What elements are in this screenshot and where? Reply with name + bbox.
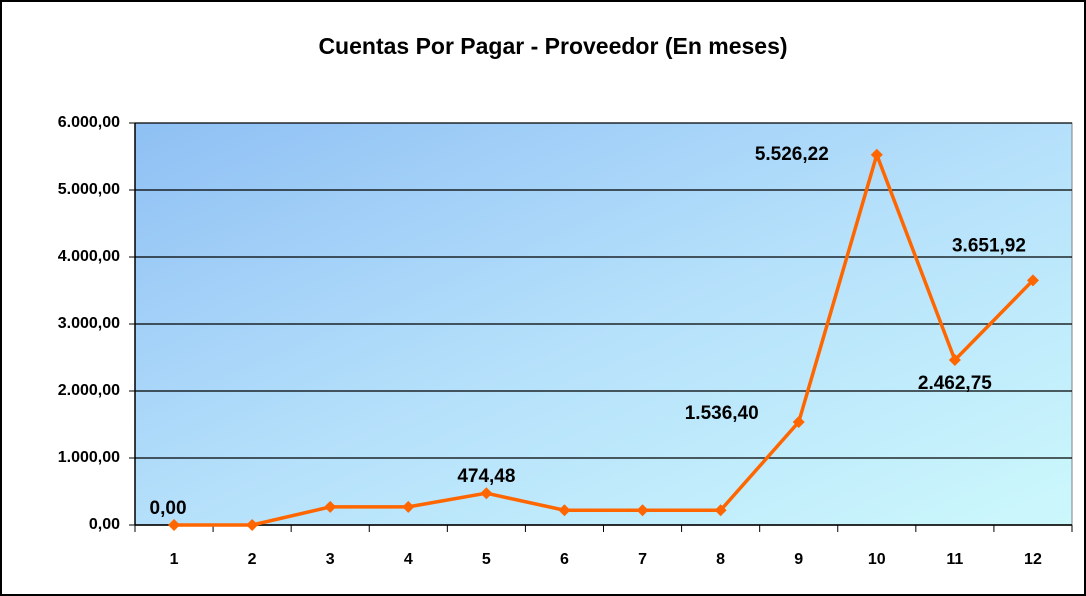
y-tick-label: 0,00	[89, 516, 120, 533]
marker	[246, 519, 259, 531]
x-tick-label: 5	[482, 551, 491, 568]
y-tick-label: 6.000,00	[58, 114, 120, 131]
y-tick-label: 3.000,00	[58, 315, 120, 332]
y-tick-label: 5.000,00	[58, 181, 120, 198]
marker	[402, 500, 415, 513]
x-tick-label: 3	[326, 551, 335, 568]
data-label: 1.536,40	[685, 403, 759, 424]
y-tick-label: 4.000,00	[58, 248, 120, 265]
chart-title: Cuentas Por Pagar - Proveedor (En meses)	[318, 33, 787, 59]
marker	[168, 519, 181, 531]
data-label: 0,00	[150, 498, 187, 519]
x-tick-label: 9	[794, 551, 803, 568]
marker	[558, 504, 571, 517]
marker	[792, 416, 805, 429]
x-tick-label: 6	[560, 551, 569, 568]
data-label: 2.462,75	[918, 373, 992, 394]
x-tick-label: 1	[170, 551, 179, 568]
y-tick-label: 1.000,00	[58, 449, 120, 466]
marker	[324, 500, 337, 513]
x-tick-label: 2	[248, 551, 257, 568]
marker	[1026, 274, 1039, 287]
x-tick-label: 11	[946, 551, 963, 568]
marker	[714, 504, 727, 517]
data-label: 5.526,22	[755, 144, 829, 165]
x-tick-label: 7	[638, 551, 647, 568]
marker	[870, 148, 883, 161]
marker	[480, 487, 493, 500]
y-tick-label: 2.000,00	[58, 382, 120, 399]
x-tick-label: 10	[868, 551, 886, 568]
data-label: 474,48	[457, 466, 515, 487]
marker	[948, 353, 961, 366]
x-tick-label: 4	[404, 551, 413, 568]
line	[174, 149, 1035, 527]
x-tick-label: 12	[1024, 551, 1042, 568]
data-label: 3.651,92	[952, 235, 1026, 256]
marker	[636, 504, 649, 517]
x-tick-label: 8	[716, 551, 725, 568]
